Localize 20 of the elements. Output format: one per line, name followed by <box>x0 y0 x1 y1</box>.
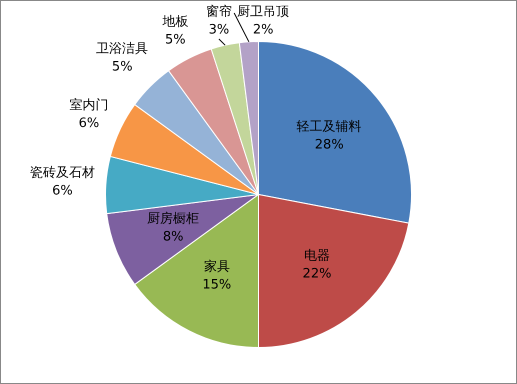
slice-label: 厨房橱柜 <box>147 210 200 227</box>
data-label: 6% <box>52 184 73 199</box>
slice-label: 电器 <box>304 248 330 264</box>
slice-label: 瓷砖及石材 <box>30 166 95 181</box>
data-label: 5% <box>165 32 186 48</box>
slice-label: 地板 <box>161 14 188 30</box>
slice-label: 轻工及辅料 <box>296 119 362 134</box>
data-label: 28% <box>314 137 344 152</box>
slice-label: 室内门 <box>69 97 108 114</box>
data-label: 6% <box>78 116 100 132</box>
data-label: 5% <box>112 60 133 75</box>
data-label: 15% <box>202 278 232 293</box>
slice-label: 厨卫吊顶 <box>237 4 290 20</box>
slice-label: 家具 <box>204 258 230 275</box>
data-label: 3% <box>208 22 230 38</box>
slice-label: 窗帘 <box>206 3 232 20</box>
data-label: 22% <box>302 266 332 282</box>
data-label: 2% <box>252 22 274 38</box>
slice-label: 卫浴洁具 <box>96 42 148 57</box>
data-label: 8% <box>162 230 184 245</box>
